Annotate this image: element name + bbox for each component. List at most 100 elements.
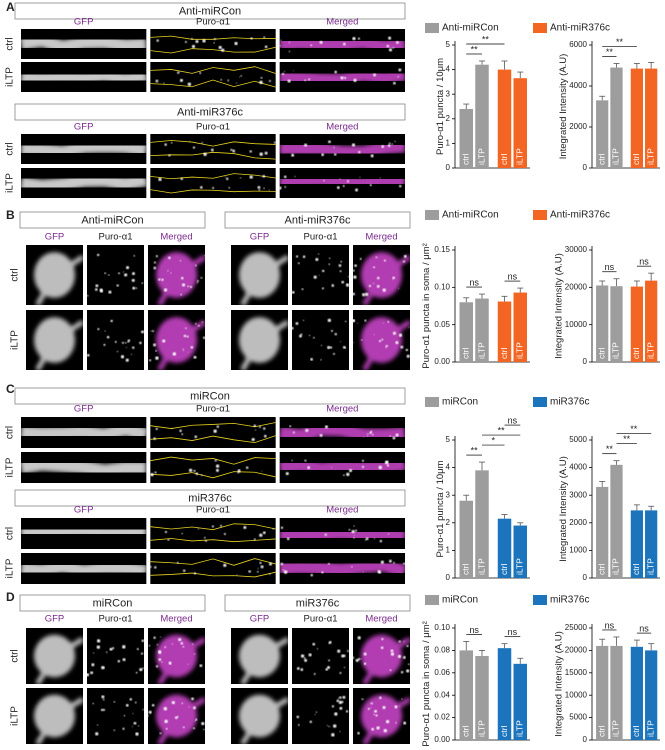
punctum — [391, 143, 393, 145]
punctum — [339, 672, 342, 675]
punctum — [370, 707, 372, 709]
punctum — [318, 274, 320, 276]
y-tick-label: 4 — [446, 65, 451, 74]
punctum — [195, 40, 199, 44]
bar — [645, 280, 658, 362]
punctum — [202, 336, 205, 339]
y-tick-label: 20000 — [565, 282, 588, 291]
punctum — [158, 651, 162, 654]
micrograph-content — [150, 558, 276, 578]
punctum — [259, 80, 263, 85]
y-tick-label: 4 — [446, 463, 451, 472]
punctum — [351, 143, 356, 147]
group-title: Anti-miRCon — [179, 5, 241, 17]
bar — [475, 656, 489, 740]
punctum — [313, 336, 315, 339]
legend-label: Anti-miRCon — [442, 210, 499, 221]
punctum — [213, 429, 217, 433]
y-axis-title: Puro-α1 puncta / 10μm — [435, 58, 446, 155]
punctum — [323, 179, 325, 182]
outline — [150, 571, 276, 578]
micrograph-content — [92, 695, 144, 736]
punctum — [327, 318, 331, 322]
punctum — [170, 141, 173, 144]
punctum — [132, 713, 134, 715]
punctum — [155, 356, 159, 360]
micrograph-content — [238, 634, 288, 684]
punctum — [120, 355, 125, 359]
punctum — [104, 330, 106, 332]
punctum — [133, 255, 136, 257]
y-tick-label: 0.06 — [434, 668, 450, 677]
punctum — [113, 729, 116, 732]
column-header: Merged — [160, 614, 192, 625]
micrograph-content — [238, 252, 288, 305]
punctum — [171, 643, 173, 645]
punctum — [243, 525, 247, 529]
micrograph-content — [292, 318, 347, 361]
punctum — [195, 718, 198, 721]
panel-letter: C — [6, 382, 15, 396]
column-header: Merged — [326, 404, 358, 415]
punctum — [269, 573, 271, 575]
punctum — [160, 636, 162, 638]
punctum — [191, 697, 194, 701]
punctum — [398, 287, 400, 290]
micrograph-content — [279, 457, 405, 477]
dendrite — [21, 456, 147, 479]
punctum — [312, 642, 316, 646]
punctum — [339, 696, 342, 699]
y-tick-label: 0.10 — [434, 282, 450, 291]
punctum — [204, 254, 205, 257]
y-tick-label: 0.10 — [434, 623, 450, 632]
outline — [150, 35, 276, 40]
punctum — [353, 78, 357, 82]
punctum — [187, 285, 189, 288]
group-title-box — [14, 103, 406, 121]
y-tick-label: 5000 — [569, 713, 587, 722]
punctum — [374, 709, 378, 713]
punctum — [185, 327, 187, 330]
y-tick-label: 1 — [446, 546, 451, 555]
micrograph-content — [279, 421, 405, 444]
bar-category-label: ctrl — [461, 154, 471, 165]
punctum — [339, 270, 342, 273]
punctum — [304, 143, 308, 147]
punctum — [182, 645, 185, 648]
punctum — [381, 145, 385, 148]
punctum — [158, 658, 162, 661]
punctum — [342, 654, 346, 658]
punctum — [345, 710, 349, 713]
punctum — [330, 466, 332, 468]
punctum — [367, 707, 370, 710]
punctum — [381, 338, 384, 341]
punctum — [183, 334, 187, 338]
punctum — [114, 340, 117, 343]
bar — [610, 286, 623, 362]
bar-category-label: ctrl — [631, 154, 641, 165]
punctum — [193, 727, 196, 730]
bar — [610, 645, 623, 740]
punctum — [215, 464, 220, 468]
punctum — [327, 346, 331, 349]
legend-swatch — [533, 210, 547, 220]
bar-category-label: ctrl — [596, 564, 606, 575]
punctum — [96, 724, 99, 726]
punctum — [403, 640, 405, 642]
punctum — [156, 39, 159, 42]
punctum — [122, 658, 126, 662]
punctum — [294, 175, 296, 178]
punctum — [249, 150, 252, 153]
process — [240, 697, 288, 744]
punctum — [310, 573, 313, 577]
bar-category-label: ctrl — [596, 726, 606, 737]
bar-category-label: ctrl — [499, 726, 509, 737]
punctum — [108, 290, 112, 294]
legend-label: Anti-miR376c — [550, 23, 610, 34]
punctum — [109, 647, 113, 651]
punctum — [176, 561, 179, 564]
micrograph — [87, 628, 144, 684]
dendrite — [279, 67, 405, 87]
outline — [150, 66, 276, 74]
